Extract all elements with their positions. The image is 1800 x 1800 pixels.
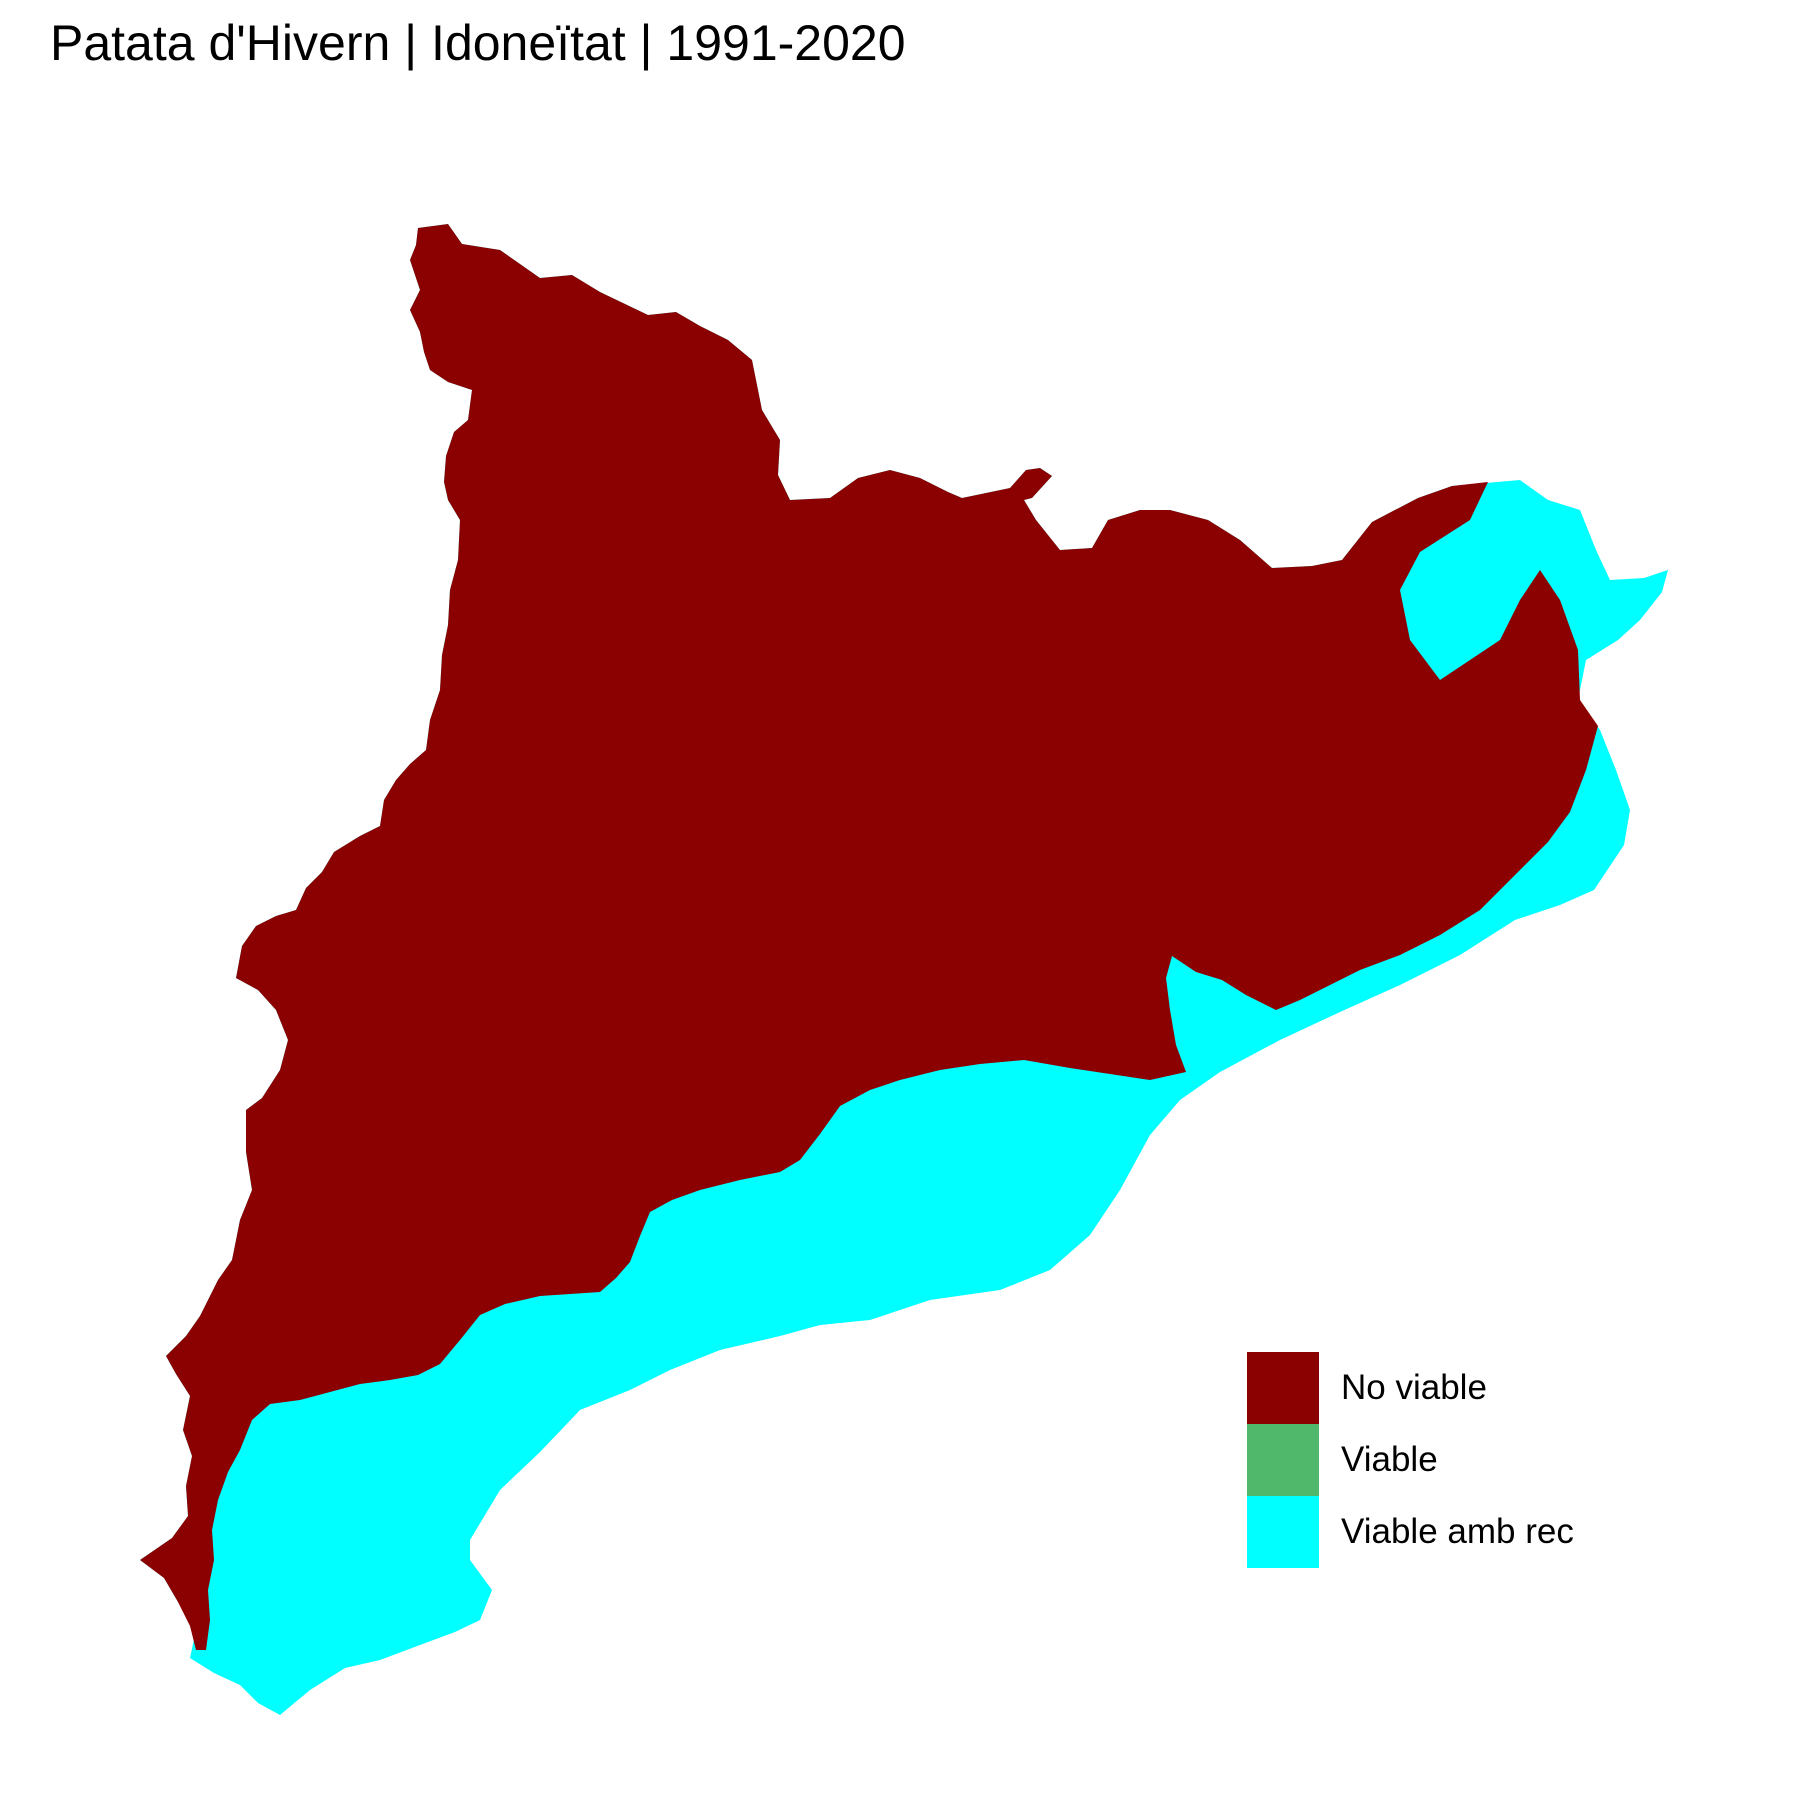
legend-label-no-viable: No viable	[1341, 1368, 1487, 1407]
legend-label-viable-amb-rec: Viable amb rec	[1341, 1512, 1574, 1551]
legend-swatch-no-viable	[1247, 1352, 1319, 1424]
legend: No viable Viable Viable amb rec	[1247, 1352, 1574, 1568]
region-no-viable	[140, 224, 1598, 1650]
legend-swatch-viable	[1247, 1424, 1319, 1496]
legend-label-viable: Viable	[1341, 1440, 1438, 1479]
legend-item-viable-amb-rec: Viable amb rec	[1247, 1496, 1574, 1568]
map-title: Patata d'Hivern | Idoneïtat | 1991-2020	[50, 15, 906, 71]
legend-swatch-viable-amb-rec	[1247, 1496, 1319, 1568]
legend-item-no-viable: No viable	[1247, 1352, 1574, 1424]
legend-item-viable: Viable	[1247, 1424, 1574, 1496]
